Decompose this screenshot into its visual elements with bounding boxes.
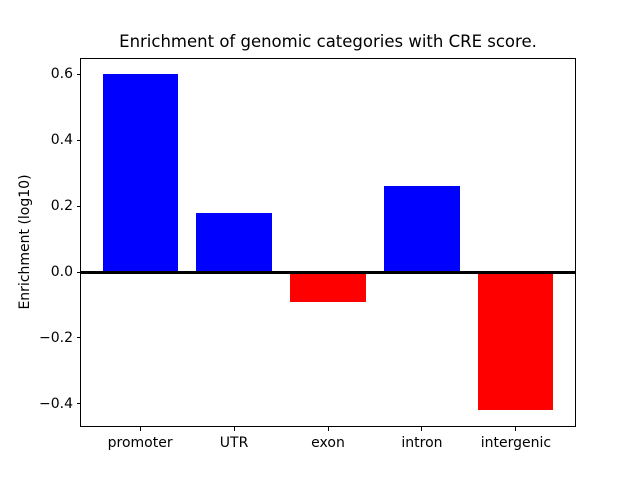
y-tick-mark — [76, 139, 80, 141]
x-tick-mark — [515, 427, 517, 431]
chart-title: Enrichment of genomic categories with CR… — [119, 32, 537, 51]
y-tick-mark — [76, 205, 80, 207]
bar-intergenic — [478, 272, 554, 411]
x-tick-label-intergenic: intergenic — [480, 434, 552, 451]
x-tick-mark — [233, 427, 235, 431]
zero-baseline-line — [80, 270, 576, 274]
bar-intron — [384, 186, 460, 273]
y-tick-label: −0.4 — [39, 395, 73, 412]
x-tick-label-promoter: promoter — [107, 434, 173, 451]
bar-UTR — [196, 212, 272, 273]
x-tick-mark — [327, 427, 329, 431]
y-tick-mark — [76, 73, 80, 75]
x-tick-label-exon: exon — [311, 434, 345, 451]
y-tick-label: −0.2 — [39, 329, 73, 346]
x-tick-label-UTR: UTR — [219, 434, 249, 451]
y-tick-label: 0.4 — [50, 132, 73, 149]
y-tick-mark — [76, 403, 80, 405]
y-axis-label: Enrichment (log10) — [17, 174, 33, 310]
y-tick-label: 0.2 — [50, 198, 73, 215]
y-tick-label: 0.6 — [50, 66, 73, 83]
y-tick-mark — [76, 271, 80, 273]
y-tick-label: 0.0 — [50, 264, 73, 281]
x-tick-mark — [139, 427, 141, 431]
bar-promoter — [102, 74, 178, 273]
x-tick-label-intron: intron — [401, 434, 443, 451]
plot-area — [80, 57, 576, 428]
bar-exon — [290, 272, 366, 302]
y-tick-mark — [76, 337, 80, 339]
x-tick-mark — [421, 427, 423, 431]
